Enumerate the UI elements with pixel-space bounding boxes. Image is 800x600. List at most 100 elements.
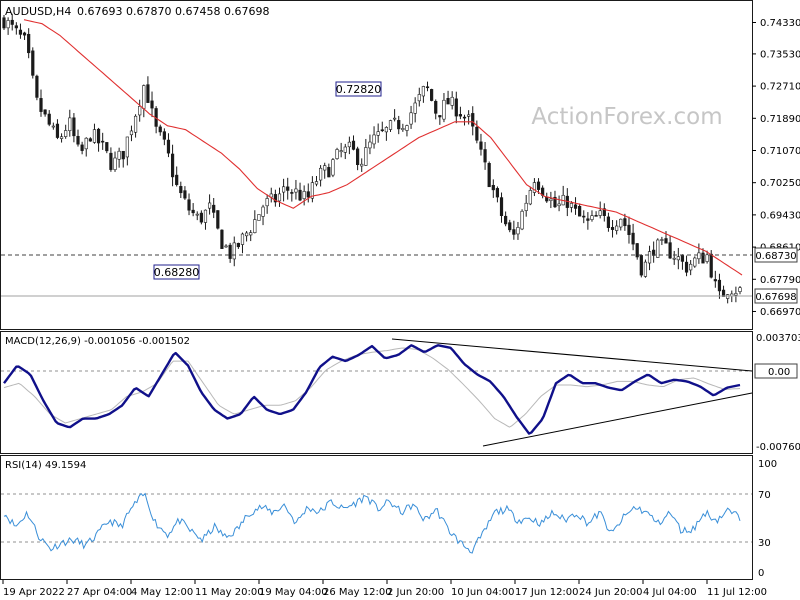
candle (72, 113, 76, 143)
candle (491, 179, 495, 198)
time-tick-label: 11 May 20:00 (195, 587, 264, 598)
price-tick-label: 0.74330 (760, 18, 800, 29)
candle (397, 115, 401, 135)
candle (586, 212, 590, 230)
macd-line (3, 344, 741, 435)
candle (508, 219, 512, 233)
time-tick-label: 17 Jun 12:00 (515, 587, 579, 598)
candle (10, 13, 14, 31)
candle (286, 177, 290, 200)
time-tick-label: 19 Apr 2022 (3, 587, 65, 598)
candle (647, 245, 652, 271)
candle (450, 91, 454, 110)
candle (347, 136, 351, 155)
candle (187, 193, 191, 216)
candle (578, 203, 582, 217)
candle (405, 124, 409, 137)
price-tick-label: 0.67790 (760, 275, 800, 286)
candle (2, 15, 6, 30)
candle (553, 190, 557, 208)
candle (446, 90, 450, 105)
candle (738, 285, 742, 295)
rsi-axis: 100 70 30 0 (758, 459, 777, 579)
candle (323, 162, 327, 179)
candle (22, 31, 27, 40)
candle (35, 74, 39, 101)
candle (713, 270, 717, 288)
candle (331, 157, 335, 178)
candle (602, 203, 606, 222)
candle (430, 88, 434, 102)
candle (129, 125, 134, 142)
candle (125, 136, 129, 166)
watermark: ActionForex.com (531, 104, 722, 130)
candle (356, 146, 360, 171)
candle (438, 115, 442, 125)
candle (524, 194, 528, 217)
time-tick-label: 4 Jul 04:00 (643, 587, 697, 598)
candle (495, 186, 500, 203)
time-tick-label: 24 Jun 20:00 (579, 587, 643, 598)
candle (598, 201, 602, 219)
candle (121, 150, 125, 168)
price-tick-label: 0.71890 (760, 114, 800, 125)
candle (84, 137, 88, 157)
candle (623, 213, 627, 231)
level-tag-current-label: 0.67698 (755, 292, 796, 303)
candle (639, 254, 643, 278)
candle (705, 250, 709, 264)
candle (327, 163, 331, 178)
candle (643, 259, 648, 278)
candle (146, 76, 150, 103)
rsi-tick-100: 100 (758, 459, 777, 470)
high-annotation: 0.72820 (335, 81, 382, 97)
time-tick-label: 26 May 12:00 (323, 587, 392, 598)
candle (635, 242, 639, 260)
macd-title: MACD(12,26,9) -0.001056 -0.001502 (5, 336, 190, 347)
candle (516, 221, 520, 240)
macd-zero-tag: 0.00 (768, 367, 790, 378)
candle (55, 119, 60, 140)
macd-tick-bottom: -0.007608 (756, 442, 800, 453)
candle (117, 147, 121, 168)
candle (697, 243, 701, 264)
moving-average-line (23, 19, 743, 276)
candle (693, 256, 697, 268)
candle (80, 141, 84, 155)
level-tag-resistance-label: 0.68730 (755, 251, 796, 262)
price-tick-label: 0.71070 (760, 146, 800, 157)
time-tick-label: 19 May 04:00 (259, 587, 328, 598)
candle (51, 122, 55, 130)
candle (532, 178, 537, 197)
candle (47, 110, 51, 127)
candle (684, 255, 689, 277)
candle (240, 232, 245, 254)
candle (253, 210, 257, 234)
low-annotation-label: 0.68280 (154, 266, 200, 279)
time-tick-label: 27 Apr 04:00 (67, 587, 132, 598)
rsi-line (3, 492, 741, 554)
candle (351, 135, 356, 151)
candle (582, 210, 586, 224)
candle (664, 231, 668, 244)
macd-tick-top: 0.003703 (756, 333, 800, 344)
candle (249, 230, 253, 242)
candle (212, 198, 216, 219)
macd-signal-line (3, 347, 741, 428)
level-tag-resistance: 0.68730 (754, 247, 798, 263)
candle (471, 106, 475, 136)
candle (179, 181, 183, 199)
rsi-title: RSI(14) 49.1594 (5, 460, 86, 471)
candle (343, 143, 347, 160)
candle (138, 99, 142, 122)
candle (216, 210, 220, 230)
candle (96, 127, 101, 152)
candle (170, 144, 175, 187)
candle (306, 183, 310, 203)
candle (43, 109, 47, 117)
macd-axis: 0.003703 -0.007608 0.00 (754, 333, 800, 453)
candle (339, 142, 343, 158)
price-tick-label: 0.72710 (760, 82, 800, 93)
candle (203, 209, 208, 230)
